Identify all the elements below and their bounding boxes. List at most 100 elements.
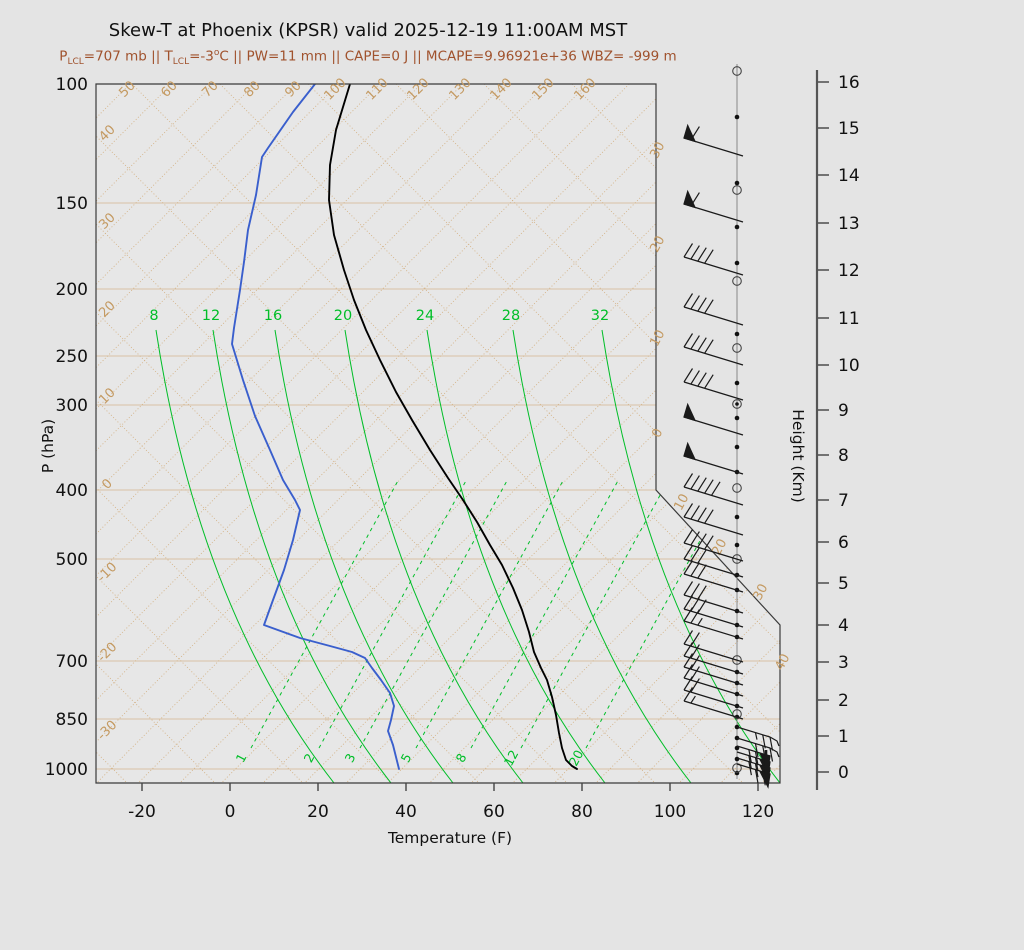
wind-barb [683,545,744,578]
barb-feather [683,653,694,668]
wind-level-circle [732,655,742,665]
height-tick-label: 14 [838,166,860,186]
moist-adiabat-line [512,329,692,783]
pressure-tick-label: 850 [56,710,88,730]
moist-adiabat-line [426,329,606,783]
wind-barb [683,293,744,326]
barb-feather [683,581,694,596]
barb-shaft [683,689,744,709]
barb-half-feather [754,732,758,740]
subtitle-fragment: C || PW=11 mm || CAPE=0 J || MCAPE=9.969… [219,48,677,65]
right-edge-label: 10 [647,328,668,350]
wind-barb [683,503,744,536]
moist-adiabat-line [155,329,335,783]
isotherm-line [344,84,780,783]
barb-pennant [683,441,697,461]
wind-level-dot [734,180,740,186]
page-title: Skew-T at Phoenix (KPSR) valid 2025-12-1… [108,20,628,41]
wind-level-circle [732,399,742,409]
pressure-tick-label: 400 [56,481,88,501]
pressure-axis-label: P (hPa) [39,418,57,474]
barb-feather [711,481,721,496]
height-tick-label: 15 [838,119,860,139]
height-tick-label: 12 [838,261,860,281]
barb-shaft [683,655,744,675]
right-edge-label: 10 [671,492,692,514]
isotherm-line [511,84,780,783]
wind-level-circle [732,66,742,76]
barb-shaft [683,573,744,593]
plot-frame [95,83,781,784]
barb-feather [690,192,700,207]
dry-adiabat-line [395,84,780,783]
pressure-tick-label: 1000 [45,760,88,780]
wind-barb [736,763,771,789]
isotherm-line [428,84,780,783]
moist-adiabat-label: 12 [202,308,220,324]
barb-feather [683,293,694,308]
height-tick-label: 2 [838,691,849,711]
moist-adiabat-lines [155,329,780,783]
wind-barb [683,473,744,506]
barb-shaft [683,608,744,628]
isotherm-line [96,84,297,783]
height-tick-label: 6 [838,533,849,553]
dry-adiabat-line [96,84,305,783]
temperature-tick-label: 20 [307,802,329,822]
barb-feather [704,374,714,389]
barb-feather [697,549,707,564]
sounding-parameters-subtitle: PLCL=707 mb || TLCL=-3oC || PW=11 mm || … [40,48,696,67]
barb-feather [690,245,700,260]
right-edge-label: 40 [772,652,793,674]
dry-adiabat-line [483,84,780,783]
barb-feather [683,368,694,383]
mixing-ratio-label: 20 [566,747,587,768]
temperature-axis-label: Temperature (F) [387,829,513,847]
barb-shaft [683,700,744,720]
barb-feather [690,655,700,670]
mixing-ratio-lines [250,479,734,749]
moist-adiabat-label: 20 [334,308,352,324]
dry-adiabat-line [96,84,745,783]
isotherm-line [96,84,339,783]
pressure-tick-label: 250 [56,347,88,367]
barb-feather [683,333,694,348]
pressure-tick-label: 100 [56,75,88,95]
wind-level-circle [732,554,742,564]
barb-feather [683,687,694,702]
mixing-ratio-line [520,479,669,749]
wind-barb [683,607,744,640]
mixing-ratio-line [415,479,564,749]
wind-level-circle [732,483,742,493]
isotherm-line [469,84,780,783]
height-tick-label: 10 [838,356,860,376]
moist-adiabat-label: 28 [502,308,520,324]
barb-pennant [683,189,697,209]
subtitle-fragment: o [213,48,220,58]
barb-shaft [683,677,744,697]
barb-feather [683,595,694,610]
pressure-tick-label: 300 [56,396,88,416]
isotherm-line [386,84,780,783]
mixing-ratio-line [359,479,508,749]
wind-level-dot [734,114,740,120]
barb-shaft [736,726,771,738]
barb-feather [683,664,694,679]
wind-level-circle [732,343,742,353]
temperature-tick-label: 0 [225,802,236,822]
height-tick-label: 5 [838,574,849,594]
barb-shaft [683,666,744,686]
wind-level-circle [732,276,742,286]
barb-feather [697,585,707,600]
subtitle-fragment: =-3 [189,48,214,65]
barb-shaft [683,643,744,663]
barb-feather [683,676,694,691]
barb-shaft [683,346,744,366]
temperature-tick-label: 100 [654,802,686,822]
barb-feather [762,771,766,786]
mixing-ratio-line [318,479,467,749]
wind-barb [683,642,744,675]
isotherm-line [220,84,780,783]
dry-adiabat-line [96,84,569,783]
